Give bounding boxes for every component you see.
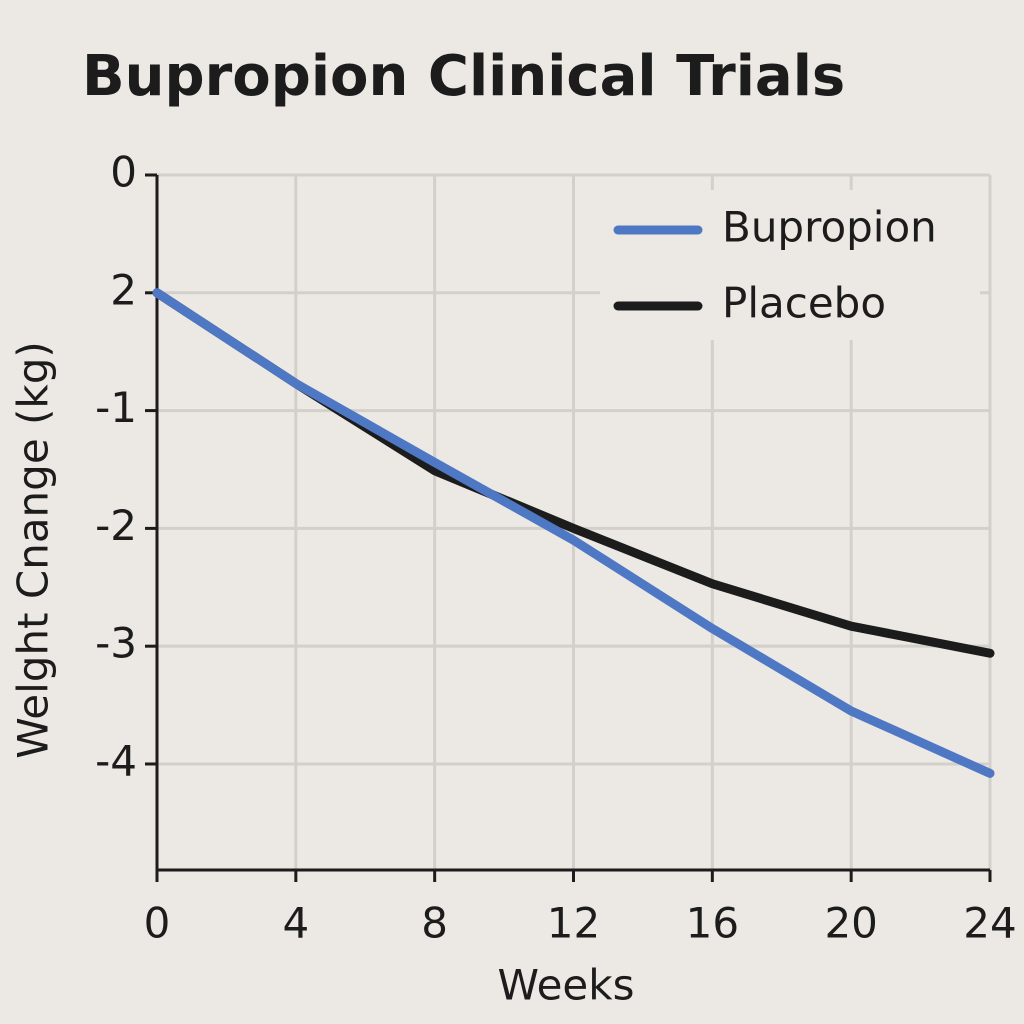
legend-box	[600, 190, 980, 340]
x-tick-label: 0	[144, 899, 171, 948]
y-tick-label: -1	[95, 383, 137, 432]
y-tick-label: -2	[95, 501, 137, 550]
data-line	[152, 288, 995, 778]
y-tick-label: 2	[110, 265, 137, 314]
y-tick-label: 0	[110, 148, 137, 197]
y-tick-label: -3	[95, 619, 137, 668]
y-axis-label: Welght Cnange (kg)	[9, 341, 58, 759]
x-tick-label: 4	[282, 899, 309, 948]
x-tick-label: 12	[547, 899, 600, 948]
chart-title: Bupropion Clinical Trials	[82, 44, 845, 109]
legend-label: Placebo	[722, 279, 886, 328]
x-axis-label: Weeks	[498, 961, 635, 1010]
x-tick-label: 16	[686, 899, 739, 948]
x-tick-label: 24	[963, 899, 1016, 948]
y-tick-label: -4	[95, 736, 137, 785]
legend-label: Bupropion	[722, 203, 937, 252]
x-tick-label: 8	[421, 899, 448, 948]
x-tick-label: 20	[824, 899, 877, 948]
